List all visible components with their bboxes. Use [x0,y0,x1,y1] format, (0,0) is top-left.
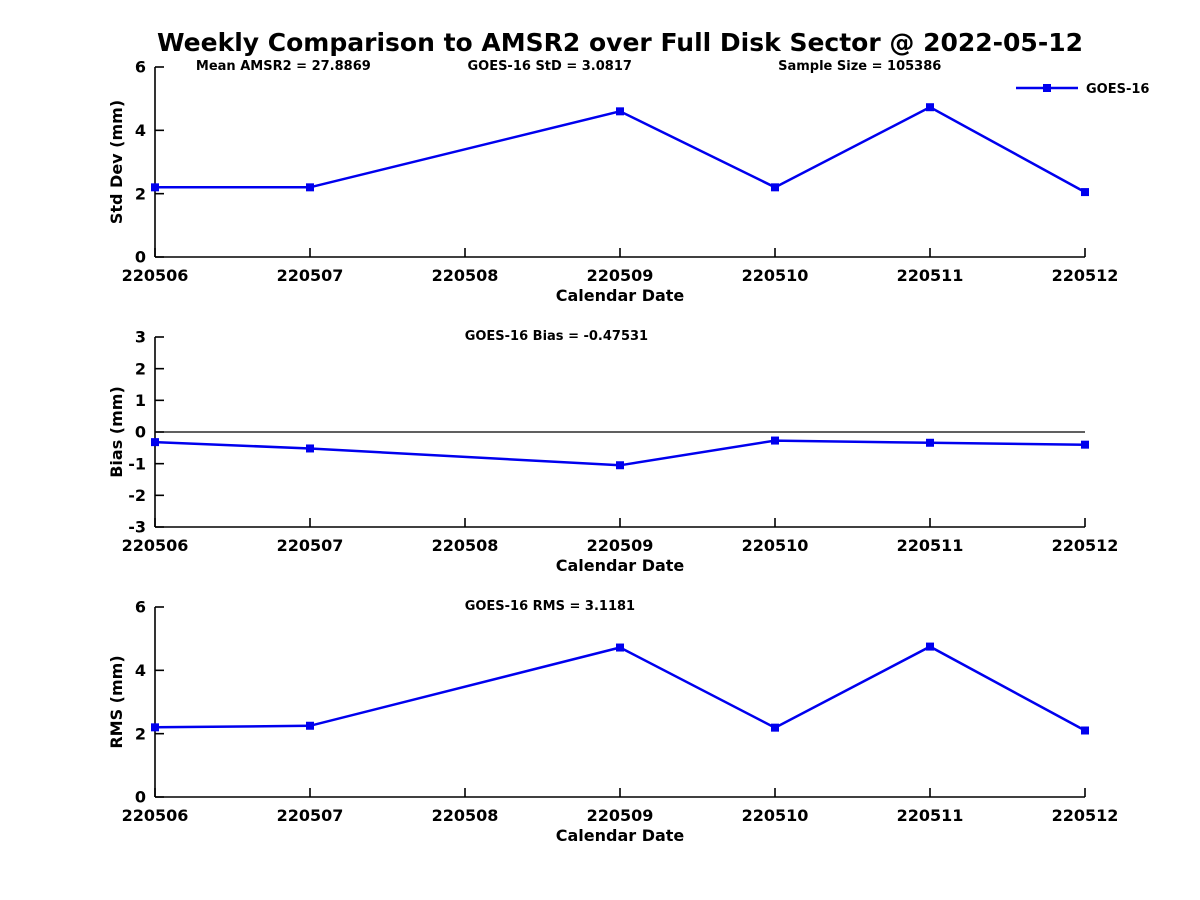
data-point-marker [616,107,624,116]
data-point-marker [616,461,624,470]
y-axis-title: RMS (mm) [107,655,126,748]
y-axis-title: Std Dev (mm) [107,100,126,224]
x-tick-label: 220510 [742,536,809,555]
x-tick-label: 220507 [277,806,344,825]
figure-title: Weekly Comparison to AMSR2 over Full Dis… [156,28,1083,57]
data-point-marker [306,721,314,730]
y-tick-label: 4 [135,121,146,140]
annotation: Mean AMSR2 = 27.8869 [196,59,371,74]
y-tick-label: 2 [135,184,146,203]
data-point-marker [151,438,159,447]
x-tick-label: 220506 [122,806,189,825]
annotation: GOES-16 Bias = -0.47531 [465,329,648,344]
x-tick-label: 220507 [277,536,344,555]
y-tick-label: 1 [135,391,146,410]
x-tick-label: 220511 [897,806,964,825]
y-tick-label: 2 [135,724,146,743]
y-tick-label: -2 [128,486,146,505]
annotation: Sample Size = 105386 [778,59,941,74]
x-tick-label: 220510 [742,806,809,825]
bias-chart: -3 -2 -1 0 1 2 3 220506 220507 220508 220509 220510… [107,328,1119,575]
legend-label: GOES-16 [1086,82,1149,97]
x-tick-label: 220508 [432,536,499,555]
x-tick-label: 220508 [432,806,499,825]
x-tick-label: 220506 [122,266,189,285]
data-point-marker [306,183,314,192]
x-tick-label: 220511 [897,536,964,555]
y-tick-label: 3 [135,328,146,347]
data-point-marker [1081,726,1089,735]
data-point-marker [926,438,934,447]
x-tick-label: 220512 [1052,806,1119,825]
y-tick-label: 0 [135,248,146,267]
data-point-marker [771,183,779,192]
y-axis-title: Bias (mm) [107,386,126,478]
legend-marker [1043,84,1051,92]
x-tick-label: 220507 [277,266,344,285]
x-tick-label: 220508 [432,266,499,285]
data-point-marker [616,643,624,652]
data-point-marker [151,723,159,732]
y-tick-label: 6 [135,598,146,617]
data-point-marker [306,444,314,453]
std-dev-chart: 0 2 4 6 220506 220507 220508 220509 220510 220511… [107,58,1149,305]
data-point-marker [771,723,779,732]
data-point-marker [926,103,934,112]
data-line [155,105,1086,194]
x-tick-label: 220511 [897,266,964,285]
y-tick-label: -3 [128,518,146,537]
x-tick-label: 220512 [1052,536,1119,555]
x-tick-label: 220509 [587,266,654,285]
y-tick-label: -1 [128,454,146,473]
x-axis-title: Calendar Date [556,286,685,305]
x-tick-label: 220509 [587,806,654,825]
x-tick-label: 220509 [587,536,654,555]
y-tick-label: 6 [135,58,146,77]
x-axis-title: Calendar Date [556,826,685,845]
data-point-marker [771,436,779,445]
rms-chart: 0 2 4 6 220506 220507 220508 220509 220510 220511… [107,598,1119,845]
data-point-marker [151,183,159,192]
data-line [154,439,1086,467]
data-point-marker [1081,188,1089,197]
data-point-marker [926,642,934,651]
y-tick-label: 0 [135,788,146,807]
x-axis-title: Calendar Date [556,556,685,575]
x-tick-label: 220506 [122,536,189,555]
x-tick-label: 220512 [1052,266,1119,285]
x-tick-label: 220510 [742,266,809,285]
annotation: GOES-16 StD = 3.0817 [467,59,631,74]
y-tick-label: 2 [135,359,146,378]
y-tick-label: 4 [135,661,146,680]
data-line [154,645,1086,732]
annotation: GOES-16 RMS = 3.1181 [465,599,635,614]
y-tick-label: 0 [135,423,146,442]
data-point-marker [1081,440,1089,449]
